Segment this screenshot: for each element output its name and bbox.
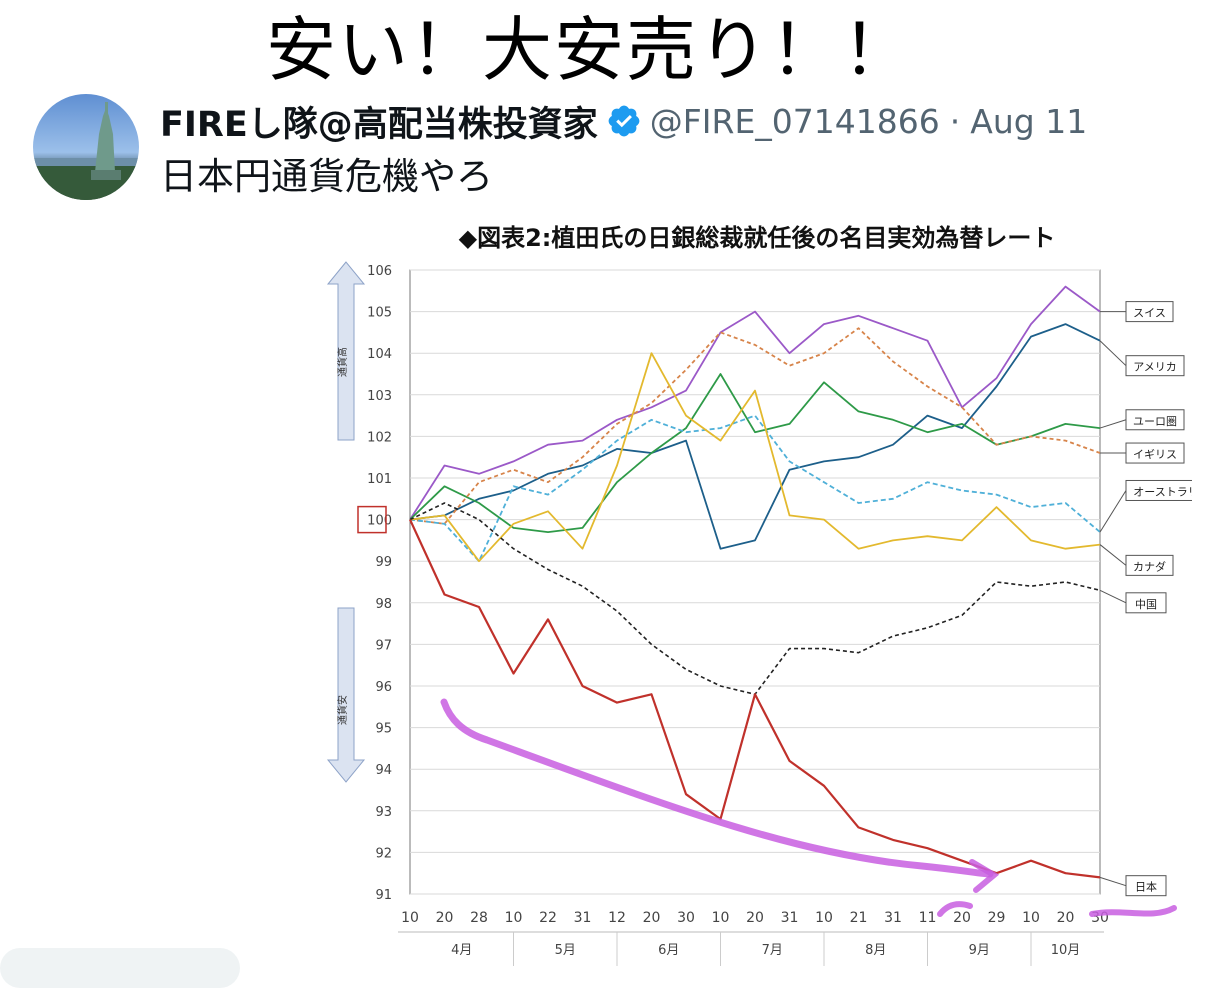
y-tick-label: 92 (375, 846, 392, 861)
x-tick-label: 28 (470, 910, 488, 926)
y-tick-label: 99 (375, 555, 392, 570)
month-label: 5月 (555, 943, 576, 958)
series-line-switzerland (409, 285, 1101, 521)
legend-box (1125, 875, 1167, 897)
handle[interactable]: @FIRE_07141866 (649, 101, 940, 141)
month-label: 7月 (762, 943, 783, 958)
tweet-header: FIREし隊@高配当株投資家 @FIRE_07141866 · Aug 11 (160, 96, 1087, 146)
reference-100-box (357, 505, 387, 534)
series-line-canada (409, 352, 1101, 563)
statue-of-liberty-icon (33, 102, 139, 200)
x-tick-label: 20 (953, 910, 971, 926)
x-tick-label: 22 (539, 910, 557, 926)
x-tick-label: 10 (1022, 910, 1040, 926)
x-tick-label: 20 (643, 910, 661, 926)
legend-label: オーストラリア (1133, 485, 1192, 498)
y-tick-label: 96 (375, 680, 392, 695)
legend-leader (1099, 490, 1127, 533)
y-tick-label: 91 (375, 888, 392, 903)
scribble-annotation (937, 901, 973, 917)
display-name[interactable]: FIREし隊@高配当株投資家 (160, 104, 598, 145)
legend-box (1125, 409, 1185, 431)
meme-title: 安い！大安売り！！ (266, 9, 914, 91)
legend-label: カナダ (1133, 559, 1166, 573)
y-tick-label: 103 (367, 389, 392, 404)
x-tick-label: 31 (574, 910, 592, 926)
month-label: 4月 (451, 943, 472, 958)
x-tick-label: 31 (884, 910, 902, 926)
avatar[interactable] (33, 94, 139, 200)
y-tick-label: 94 (375, 763, 392, 778)
x-tick-label: 11 (919, 910, 937, 926)
month-label: 8月 (865, 943, 886, 958)
legend-box (1125, 355, 1185, 377)
legend-leader (1099, 589, 1127, 604)
legend-leader (1099, 340, 1127, 367)
legend-box (1125, 554, 1174, 576)
currency-down-arrow-icon (326, 607, 366, 783)
legend-box (1125, 479, 1211, 501)
legend-label: 日本 (1135, 880, 1157, 894)
currency-up-arrow-icon (326, 261, 366, 441)
x-tick-label: 10 (401, 910, 419, 926)
legend-box (1125, 301, 1174, 323)
series-line-usa (409, 323, 1101, 550)
legend-box (1125, 592, 1167, 614)
x-tick-label: 29 (988, 910, 1006, 926)
tweet-date[interactable]: Aug 11 (970, 101, 1088, 141)
legend-leader (1099, 544, 1127, 566)
series-line-uk (409, 327, 1101, 525)
separator-dot: · (949, 101, 961, 141)
verified-badge-icon[interactable] (606, 103, 642, 139)
chart-title: ◆図表2:植田氏の日銀総裁就任後の名目実効為替レート (459, 224, 1056, 252)
legend-label: 中国 (1135, 598, 1157, 611)
legend-label: スイス (1133, 307, 1166, 320)
month-label: 6月 (658, 943, 679, 958)
x-tick-label: 10 (815, 910, 833, 926)
x-tick-label: 30 (677, 910, 695, 926)
month-label: 9月 (969, 943, 990, 958)
x-tick-label: 21 (850, 910, 868, 926)
legend-label: ユーロ圏 (1133, 415, 1177, 428)
downtrend-arrowhead-annotation (969, 859, 1000, 893)
legend-box (1125, 442, 1185, 464)
arrow-up-label: 通貨高 (336, 347, 349, 377)
legend-label: イギリス (1133, 448, 1177, 461)
y-tick-label: 98 (375, 597, 392, 612)
x-tick-label: 20 (1057, 910, 1075, 926)
scribble-annotation-right (1089, 905, 1177, 917)
y-tick-label: 97 (375, 638, 392, 653)
y-tick-label: 100 (367, 514, 392, 529)
series-line-euro (409, 373, 1101, 534)
arrow-down-label: 通貨安 (336, 695, 349, 725)
chart-image[interactable]: ◆図表2:植田氏の日銀総裁就任後の名目実効為替レート 通貨高通貨安 91 92 93… (322, 214, 1211, 966)
x-tick-label: 20 (746, 910, 764, 926)
tweet-text: 日本円通貨危機やろ (160, 155, 493, 198)
y-tick-label: 106 (367, 264, 392, 279)
y-tick-label: 104 (367, 347, 392, 362)
x-tick-label: 10 (505, 910, 523, 926)
x-tick-label: 10 (712, 910, 730, 926)
month-label: 10月 (1051, 943, 1081, 958)
y-tick-label: 105 (367, 306, 392, 321)
bottom-pill (0, 948, 240, 988)
y-tick-label: 95 (375, 722, 392, 737)
x-tick-label: 20 (436, 910, 454, 926)
legend-leader (1099, 876, 1127, 887)
y-tick-label: 102 (367, 430, 392, 445)
legend-label: アメリカ (1133, 361, 1176, 374)
y-tick-label: 93 (375, 805, 392, 820)
y-tick-label: 101 (367, 472, 392, 487)
x-tick-label: 12 (608, 910, 626, 926)
x-tick-label: 31 (781, 910, 799, 926)
plot-area (409, 269, 1101, 895)
legend-leader (1099, 419, 1127, 429)
downtrend-arrow-annotation (440, 698, 994, 878)
series-line-australia (409, 414, 1101, 563)
